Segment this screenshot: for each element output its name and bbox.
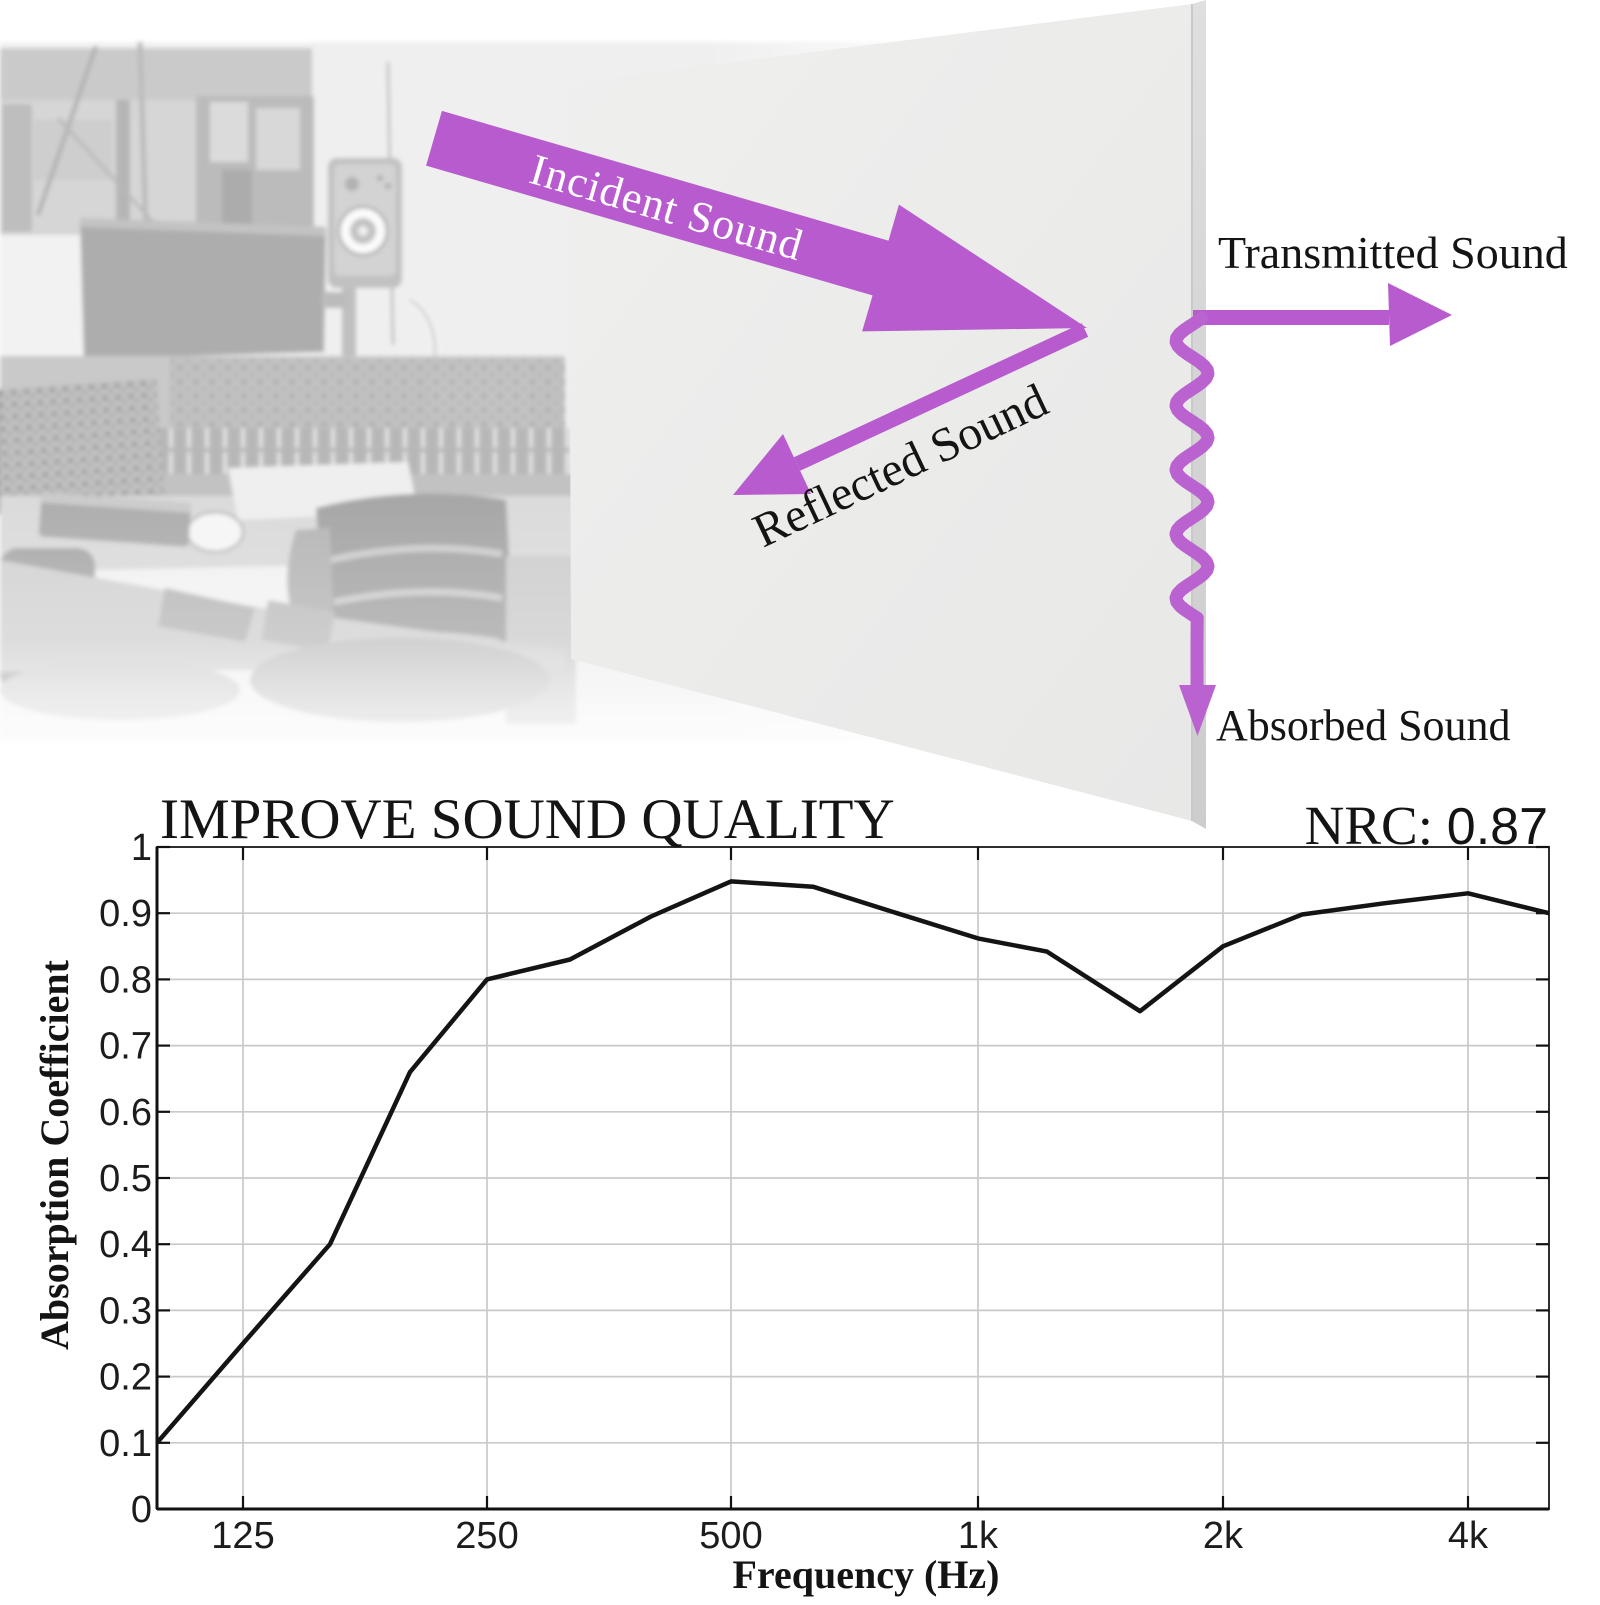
svg-text:0.2: 0.2: [99, 1357, 152, 1399]
svg-text:500: 500: [699, 1515, 762, 1557]
svg-text:0.8: 0.8: [99, 959, 152, 1001]
svg-text:0.4: 0.4: [99, 1224, 152, 1266]
svg-text:0.6: 0.6: [99, 1092, 152, 1134]
svg-text:0.7: 0.7: [99, 1026, 152, 1068]
svg-text:Frequency (Hz): Frequency (Hz): [733, 1552, 1000, 1597]
svg-text:0.9: 0.9: [99, 893, 152, 935]
svg-text:2k: 2k: [1203, 1515, 1244, 1557]
svg-text:Absorption Coefficient: Absorption Coefficient: [32, 959, 77, 1350]
svg-text:Transmitted Sound: Transmitted Sound: [1218, 227, 1568, 278]
svg-text:NRC: 0.87: NRC: 0.87: [1305, 795, 1548, 856]
svg-text:Absorbed Sound: Absorbed Sound: [1216, 701, 1511, 750]
svg-text:0: 0: [131, 1489, 152, 1531]
svg-text:1k: 1k: [958, 1515, 999, 1557]
svg-text:0.5: 0.5: [99, 1158, 152, 1200]
svg-text:0.3: 0.3: [99, 1290, 152, 1332]
svg-text:250: 250: [455, 1515, 518, 1557]
svg-text:IMPROVE SOUND QUALITY: IMPROVE SOUND QUALITY: [160, 788, 895, 851]
svg-text:1: 1: [131, 827, 152, 869]
svg-text:0.1: 0.1: [99, 1423, 152, 1465]
svg-text:125: 125: [211, 1515, 274, 1557]
svg-text:4k: 4k: [1448, 1515, 1489, 1557]
